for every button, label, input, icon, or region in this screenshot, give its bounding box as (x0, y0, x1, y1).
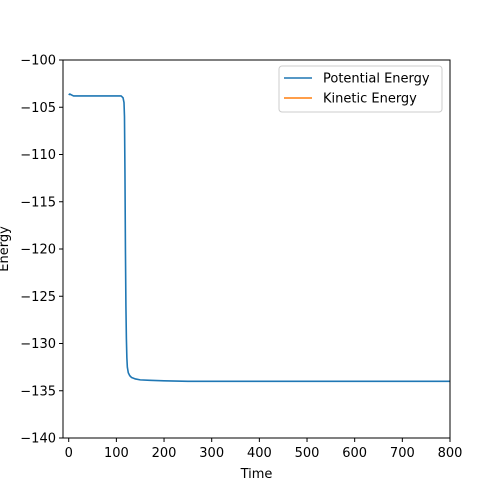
y-tick-label: −110 (20, 148, 56, 163)
x-tick-label: 700 (390, 446, 415, 461)
ticks-layer: 0 100 200 300 400 500 600 700 800 −100 −105 −110 −11… (20, 54, 462, 462)
series-line-potential-energy (68, 93, 450, 383)
x-tick-label: 0 (65, 446, 73, 461)
y-tick-label: −125 (20, 290, 56, 305)
x-tick-label: 500 (295, 446, 320, 461)
x-tick-label: 300 (199, 446, 224, 461)
plot-area-frame (62, 59, 451, 439)
x-tick-label: 600 (342, 446, 367, 461)
legend: Potential Energy Kinetic Energy (278, 65, 443, 113)
y-axis-label: Energy (0, 226, 12, 272)
y-tick-label: −115 (20, 195, 56, 210)
x-tick-label: 200 (152, 446, 177, 461)
legend-label-kinetic-energy: Kinetic Energy (323, 92, 417, 107)
y-tick-label: −135 (20, 384, 56, 399)
x-tick-label: 800 (438, 446, 463, 461)
legend-box (278, 65, 443, 113)
legend-label-potential-energy: Potential Energy (323, 72, 430, 87)
y-tick-label: −100 (20, 54, 56, 69)
y-tick-label: −120 (20, 243, 56, 258)
y-tick-label: −105 (20, 101, 56, 116)
x-tick-label: 400 (247, 446, 272, 461)
y-tick-label: −140 (20, 432, 56, 447)
y-tick-label: −130 (20, 337, 56, 352)
x-axis-label: Time (240, 467, 273, 482)
series-layer (68, 93, 450, 383)
x-tick-label: 100 (104, 446, 129, 461)
